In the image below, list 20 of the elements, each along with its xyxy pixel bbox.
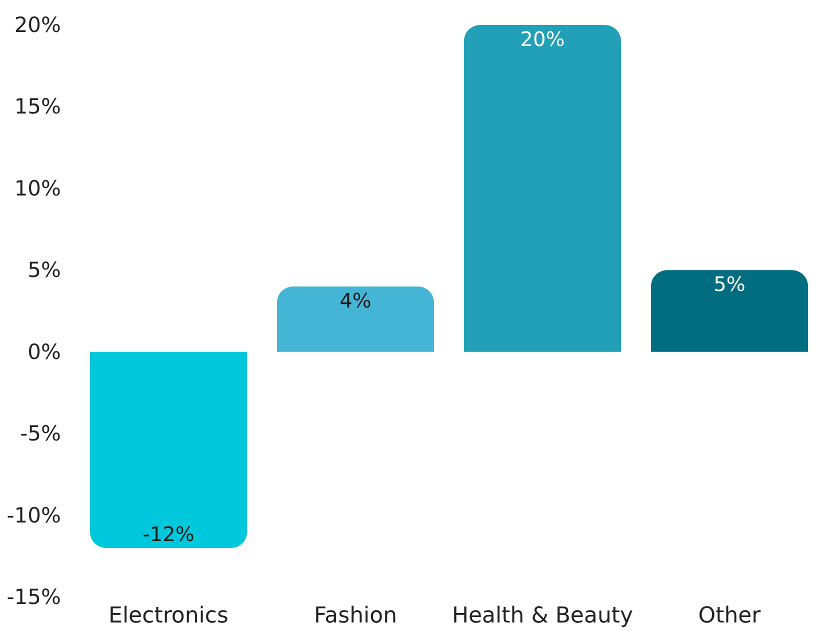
data-label: 20% [520, 27, 565, 51]
bar [276, 286, 434, 352]
bar [650, 270, 808, 352]
x-tick-label: Health & Beauty [452, 604, 634, 628]
x-tick-label: Electronics [108, 604, 228, 628]
x-tick-label: Other [698, 604, 762, 628]
y-tick-label: 20% [14, 13, 61, 37]
data-label: -12% [142, 522, 194, 546]
y-tick-label: 0% [28, 340, 61, 364]
y-tick-label: 5% [28, 258, 61, 282]
x-tick-label: Fashion [314, 604, 398, 628]
y-tick-label: 15% [14, 94, 61, 119]
y-tick-label: -15% [6, 585, 61, 609]
bar [90, 352, 248, 548]
y-tick-label: 10% [14, 176, 61, 200]
y-tick-label: -5% [20, 422, 61, 446]
data-label: 5% [714, 272, 746, 296]
y-tick-label: -10% [6, 503, 61, 528]
data-label: 4% [340, 288, 372, 312]
bar [464, 25, 622, 352]
